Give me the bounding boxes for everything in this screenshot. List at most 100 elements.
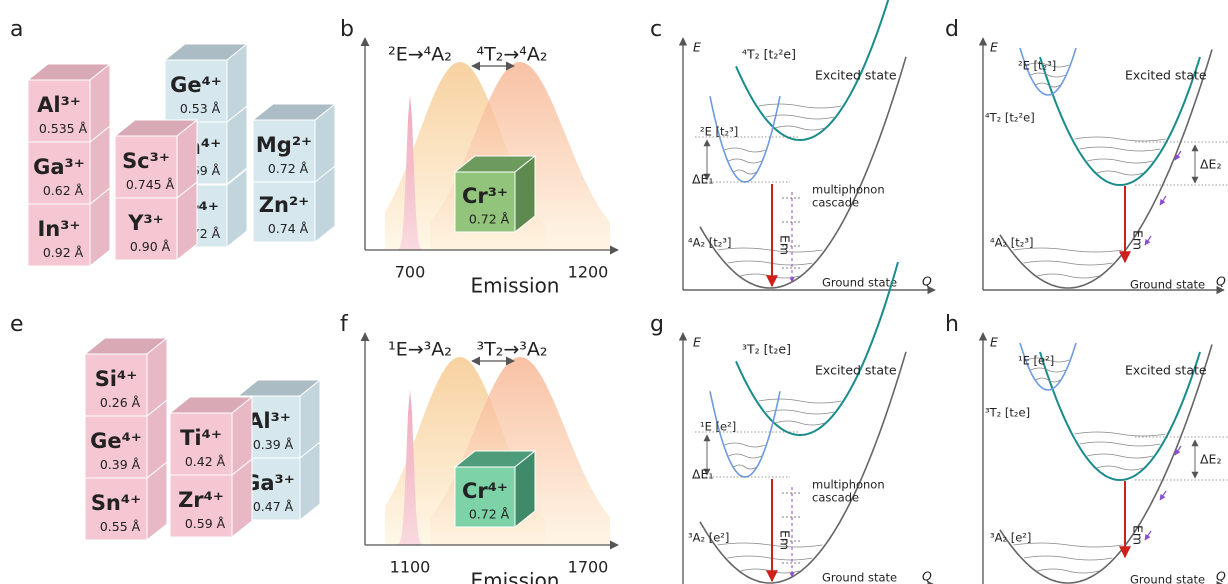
- label: d: [945, 17, 959, 42]
- label: Em: [1131, 230, 1146, 250]
- label: 1200: [568, 263, 609, 282]
- label: e: [10, 312, 24, 337]
- cube-front: [169, 412, 233, 476]
- label: ³T₂ [t₂e]: [742, 342, 791, 357]
- vibrational-level: [727, 555, 813, 561]
- vibrational-level: [775, 420, 825, 426]
- label: multiphonon: [812, 183, 885, 197]
- ion-label: Ga³⁺: [33, 155, 85, 179]
- radius-label: 0.535 Å: [39, 121, 88, 136]
- label: ΔE₁: [692, 467, 713, 482]
- vibrational-level: [1023, 260, 1113, 266]
- vibrational-level: [733, 169, 757, 175]
- label: c: [650, 17, 662, 42]
- radius-label: 0.39 Å: [100, 457, 141, 472]
- ion-label: Zn²⁺: [259, 193, 309, 217]
- label: E: [990, 335, 998, 350]
- ion-label: Ti⁴⁺: [180, 426, 222, 450]
- doublet-curve: [709, 391, 781, 478]
- label: Ground state: [1130, 278, 1205, 292]
- label: ⁴A₂ [t₂³]: [688, 236, 731, 250]
- cube-front: [84, 353, 148, 417]
- label: ³T₂→³A₂: [477, 339, 548, 361]
- label: Em: [778, 530, 793, 550]
- radius-label: 0.55 Å: [100, 519, 141, 534]
- label: ³A₂ [e²]: [688, 531, 729, 545]
- cube-front: [27, 141, 91, 205]
- vibrational-level: [1074, 431, 1166, 437]
- vibrational-level: [733, 464, 757, 470]
- ion-label: Al³⁺: [247, 409, 291, 433]
- label: Excited state: [815, 68, 897, 83]
- vibrational-level: [724, 147, 766, 153]
- cube: Mg²⁺ 0.72 Å: [251, 102, 337, 184]
- vibrational-level: [1026, 357, 1070, 363]
- cube-front: [27, 203, 91, 267]
- cube: Ti⁴⁺ 0.42 Å: [168, 395, 254, 477]
- label: Ground state: [1130, 573, 1205, 584]
- ground-curve: [699, 351, 907, 584]
- label: cascade: [812, 491, 859, 505]
- vibrational-level: [727, 260, 813, 266]
- label: Excited state: [1125, 363, 1207, 378]
- label: 700: [395, 263, 426, 282]
- vibrational-level: [1030, 72, 1066, 78]
- ion-label: Y³⁺: [127, 211, 164, 235]
- relaxation-arrow: [1144, 530, 1152, 541]
- vibrational-level: [717, 247, 823, 253]
- radius-label: 0.74 Å: [268, 221, 309, 236]
- label: f: [340, 312, 349, 337]
- vibrational-level: [1079, 441, 1161, 447]
- cube-front: [164, 59, 228, 123]
- cube: Sc³⁺ 0.745 Å: [113, 118, 199, 200]
- label: ΔE₂: [1200, 157, 1221, 172]
- label: ⁴A₂ [t₂³]: [990, 236, 1033, 250]
- relaxation-arrow: [1159, 195, 1167, 206]
- vibrational-level: [717, 542, 823, 548]
- excited-curve: [1039, 56, 1201, 187]
- label: E: [693, 335, 701, 350]
- label: E: [693, 40, 701, 55]
- vibrational-level: [1030, 367, 1066, 373]
- excited-curve: [735, 0, 890, 142]
- radius-label: 0.72 Å: [268, 161, 309, 176]
- label: ⁴T₂ [t₂²e]: [742, 47, 796, 62]
- ion-label: Si⁴⁺: [95, 367, 138, 391]
- vibrational-level: [758, 103, 842, 109]
- label: ΔE₂: [1200, 452, 1221, 467]
- relaxation-arrow: [1174, 150, 1182, 161]
- label: ¹E [e²]: [1018, 354, 1054, 368]
- radius-label: 0.26 Å: [100, 395, 141, 410]
- ion-label: In³⁺: [37, 217, 80, 241]
- cube: Zn²⁺ 0.74 Å: [251, 162, 337, 244]
- relaxation-arrow: [1174, 445, 1182, 456]
- vibrational-level: [740, 273, 800, 279]
- label: multiphonon: [812, 478, 885, 492]
- emission-line: [398, 95, 422, 250]
- cube: Ge⁴⁺ 0.39 Å: [83, 398, 169, 480]
- ion-label: Al³⁺: [37, 93, 81, 117]
- label: a: [10, 17, 23, 42]
- label: Excited state: [1125, 68, 1207, 83]
- label: 1700: [568, 558, 609, 577]
- ion-label: Cr³⁺: [462, 184, 508, 208]
- cube: Al³⁺ 0.535 Å: [26, 62, 112, 144]
- ion-label: Sc³⁺: [122, 149, 170, 173]
- vibrational-level: [1026, 62, 1070, 68]
- label: Q: [922, 569, 932, 584]
- doublet-curve: [1019, 342, 1077, 391]
- label: ΔE₁: [692, 172, 713, 187]
- cube-front: [84, 415, 148, 479]
- cube: Cr³⁺ 0.72 Å: [453, 154, 537, 234]
- ion-label: Cr⁴⁺: [462, 479, 508, 503]
- vibrational-level: [1086, 453, 1154, 459]
- vibrational-level: [724, 442, 766, 448]
- ion-label: Sn⁴⁺: [91, 491, 141, 515]
- cube-front: [169, 474, 233, 538]
- doublet-curve: [709, 96, 781, 183]
- vibrational-level: [728, 158, 762, 164]
- cube-front: [454, 171, 516, 233]
- label: ¹E [e²]: [700, 420, 736, 434]
- label: ³T₂ [t₂e]: [985, 406, 1030, 420]
